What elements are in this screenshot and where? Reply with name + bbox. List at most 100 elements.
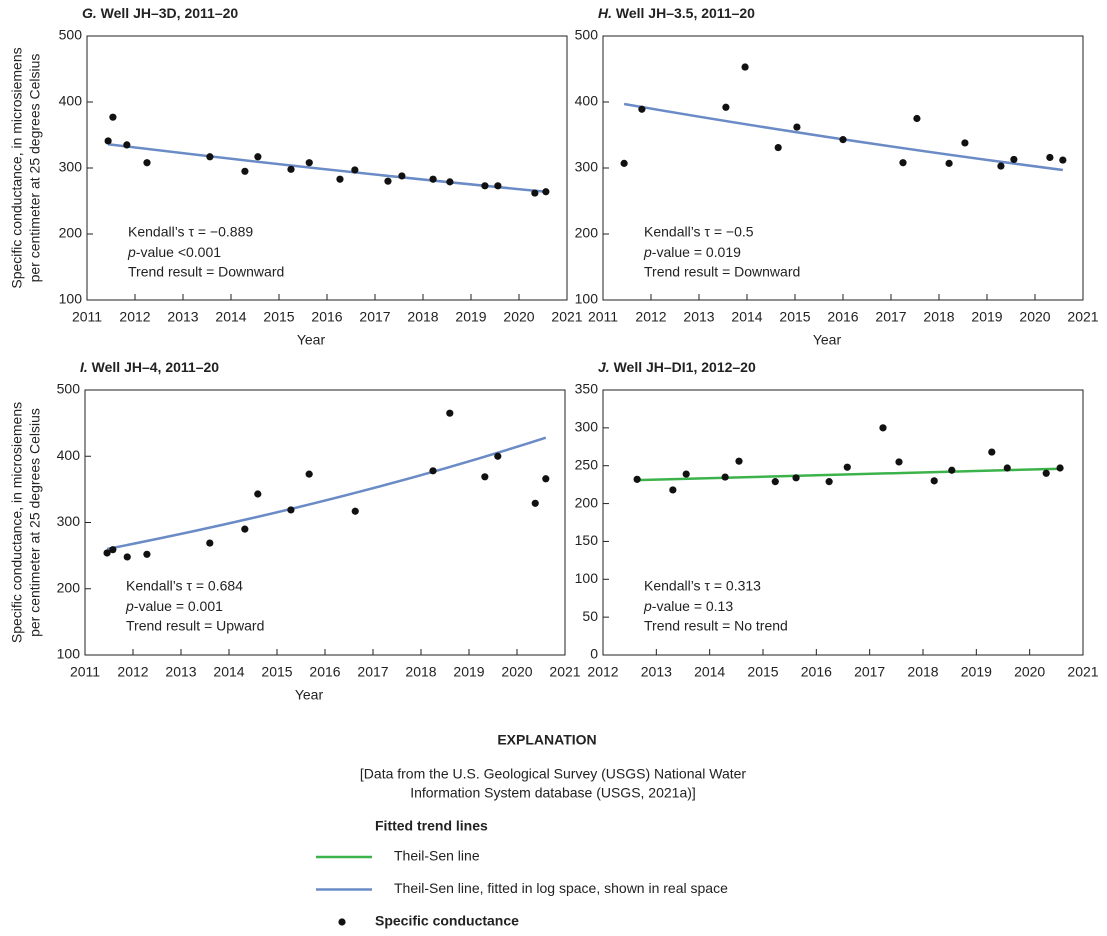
data-point	[287, 506, 295, 514]
x-axis-label: Year	[297, 332, 326, 348]
data-point	[336, 175, 344, 183]
rest-part: -value = 0.019	[652, 244, 741, 260]
panel-title: H. Well JH–3.5, 2011–20	[598, 5, 755, 21]
x-tick-label: 2019	[971, 309, 1002, 325]
data-point	[241, 525, 249, 533]
data-point	[481, 182, 489, 190]
legend-label: Theil-Sen line	[394, 848, 480, 864]
data-point	[254, 490, 262, 498]
panel-letter: I.	[80, 359, 88, 375]
x-tick-label: 2012	[119, 309, 150, 325]
y-tick-label: 100	[59, 291, 83, 307]
legend-label: Specific conductance	[375, 913, 519, 929]
data-point	[384, 177, 392, 185]
rest-part: -value = 0.13	[652, 598, 734, 614]
y-axis-label: per centimeter at 25 degrees Celsius	[27, 54, 43, 283]
y-tick-label: 500	[57, 381, 81, 397]
data-point	[1010, 155, 1018, 164]
stat-annotation: p-value = 0.001	[125, 598, 223, 614]
data-point	[1046, 153, 1054, 162]
data-point	[997, 162, 1005, 170]
data-point	[633, 475, 641, 483]
panel-letter: J.	[598, 359, 610, 375]
panel-letter: H.	[598, 5, 612, 21]
title: Well JH–DI1, 2012–20	[614, 359, 756, 375]
y-tick-label: 100	[575, 291, 599, 307]
data-point	[206, 153, 214, 161]
data-point	[143, 159, 151, 167]
y-tick-label: 500	[59, 27, 83, 43]
data-point	[1059, 156, 1067, 164]
italic-part: p	[125, 598, 134, 614]
y-tick-label: 300	[575, 159, 599, 175]
y-tick-label: 100	[575, 570, 599, 586]
data-point	[429, 175, 437, 183]
y-tick-label: 150	[575, 532, 599, 548]
panel-letter: G.	[82, 5, 97, 21]
data-point	[531, 189, 539, 197]
rest-part: -value = 0.001	[134, 598, 223, 614]
x-tick-label: 2016	[309, 664, 340, 680]
y-tick-label: 400	[575, 93, 599, 109]
x-tick-label: 2020	[501, 664, 532, 680]
data-point	[103, 549, 111, 557]
x-tick-label: 2013	[683, 309, 714, 325]
data-point	[735, 457, 743, 465]
x-tick-label: 2019	[961, 664, 992, 680]
x-tick-label: 2012	[117, 664, 148, 680]
x-tick-label: 2015	[263, 309, 294, 325]
y-tick-label: 100	[57, 646, 81, 662]
data-point	[542, 475, 550, 483]
data-point	[123, 553, 131, 561]
data-point	[945, 159, 953, 167]
x-tick-label: 2021	[1067, 664, 1098, 680]
data-point	[638, 105, 646, 113]
stat-annotation: Kendall’s τ = 0.684	[126, 578, 243, 594]
stat-annotation: Kendall’s τ = 0.313	[644, 578, 761, 594]
x-tick-label: 2018	[407, 309, 438, 325]
stat-annotation: Trend result = Downward	[128, 264, 284, 280]
data-point	[988, 448, 996, 456]
data-point	[843, 463, 851, 471]
plot-frame	[602, 389, 1084, 656]
x-tick-label: 2016	[311, 309, 342, 325]
x-tick-label: 2017	[357, 664, 388, 680]
title: Well JH–3D, 2011–20	[101, 5, 239, 21]
data-point	[895, 458, 903, 466]
italic-part: p	[127, 244, 136, 260]
y-tick-label: 500	[575, 27, 599, 43]
panel-title: J. Well JH–DI1, 2012–20	[598, 359, 756, 375]
stat-annotation: Trend result = Downward	[644, 264, 800, 280]
panel-title: I. Well JH–4, 2011–20	[80, 359, 219, 375]
data-point	[109, 113, 117, 121]
x-tick-label: 2015	[261, 664, 292, 680]
x-tick-label: 2017	[875, 309, 906, 325]
data-point	[305, 159, 313, 167]
data-point	[793, 123, 801, 131]
explanation-note: [Data from the U.S. Geological Survey (U…	[360, 766, 747, 782]
data-point	[206, 539, 214, 547]
trend-line	[107, 142, 546, 194]
data-point	[398, 172, 406, 180]
x-tick-label: 2019	[455, 309, 486, 325]
data-point	[620, 159, 628, 167]
x-tick-label: 2018	[405, 664, 436, 680]
x-tick-label: 2018	[923, 309, 954, 325]
x-axis-label: Year	[813, 332, 842, 348]
x-tick-label: 2020	[503, 309, 534, 325]
data-point	[1042, 469, 1050, 477]
data-point	[669, 486, 677, 494]
data-point	[305, 470, 313, 478]
explanation-title: EXPLANATION	[497, 732, 596, 748]
y-tick-label: 300	[57, 513, 81, 529]
data-point	[774, 143, 782, 152]
data-point	[721, 473, 729, 481]
x-tick-label: 2012	[635, 309, 666, 325]
plot-frame	[86, 35, 568, 301]
x-tick-label: 2018	[907, 664, 938, 680]
x-tick-label: 2013	[167, 309, 198, 325]
data-point	[351, 166, 359, 174]
stat-annotation: Trend result = Upward	[126, 618, 264, 634]
y-tick-label: 200	[575, 225, 599, 241]
